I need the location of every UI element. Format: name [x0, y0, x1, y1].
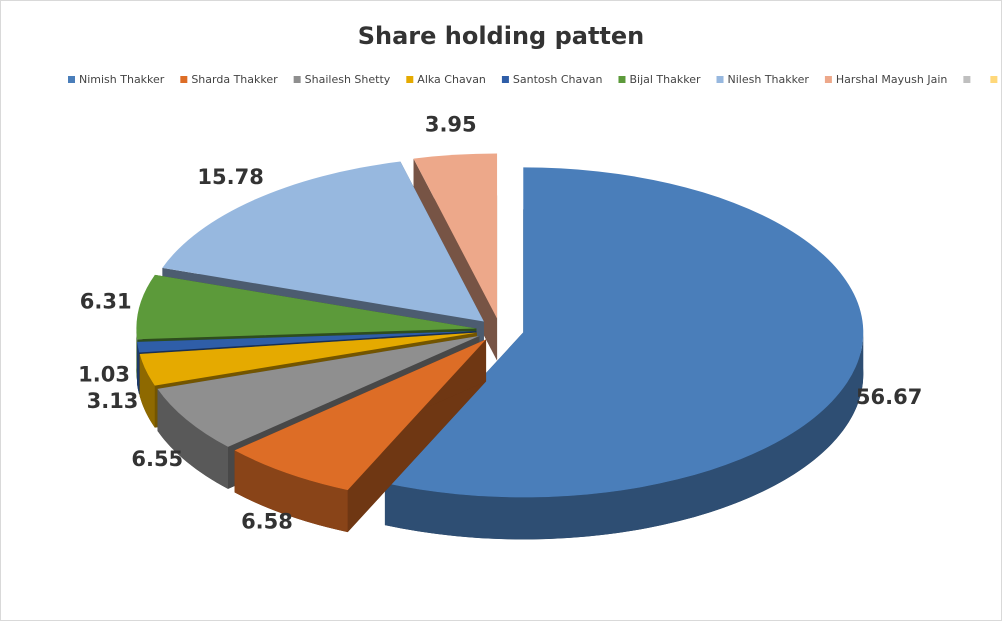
slice — [139, 332, 477, 386]
slice-side — [137, 341, 140, 395]
slice — [384, 167, 864, 498]
slice-side — [136, 328, 138, 382]
slice-side — [157, 388, 229, 489]
slice — [413, 153, 498, 319]
legend-swatch — [501, 76, 509, 83]
slice — [136, 274, 477, 340]
data-label: 3.95 — [425, 112, 477, 136]
legend-swatch — [406, 76, 414, 83]
slice — [137, 331, 477, 353]
data-label: 6.58 — [241, 509, 293, 533]
legend-label: Nilesh Thakker — [728, 73, 810, 86]
legend-swatch — [618, 76, 626, 83]
legend-label: Bijal Thakker — [629, 73, 700, 86]
legend-swatch — [180, 76, 188, 83]
slice — [162, 161, 484, 322]
slice-side — [384, 332, 864, 540]
chart-title: Share holding patten — [358, 22, 645, 50]
legend-swatch — [824, 76, 832, 83]
legend-label: Alka Chavan — [417, 73, 486, 86]
legend-swatch — [68, 76, 75, 83]
data-label: 6.55 — [131, 447, 183, 471]
legend-label: Santosh Chavan — [513, 73, 603, 86]
legend-label: Nimish Thakker — [79, 73, 165, 86]
data-label: 56.67 — [856, 385, 922, 409]
data-label: 6.31 — [80, 290, 132, 314]
slice-side — [234, 450, 348, 533]
legend-swatch — [716, 76, 724, 83]
data-label: 3.13 — [87, 389, 139, 413]
legend-label: Sharda Thakker — [191, 73, 278, 86]
legend-label: Shailesh Shetty — [305, 73, 391, 86]
legend-label: Harshal Mayush Jain — [836, 73, 947, 86]
data-label: 1.03 — [78, 362, 130, 386]
legend-swatch — [293, 76, 301, 83]
slice — [157, 335, 480, 447]
legend-swatch — [990, 76, 998, 83]
legend-swatch — [963, 76, 971, 83]
slice-side — [139, 354, 155, 428]
data-label: 15.78 — [197, 165, 263, 189]
slice — [234, 339, 487, 491]
